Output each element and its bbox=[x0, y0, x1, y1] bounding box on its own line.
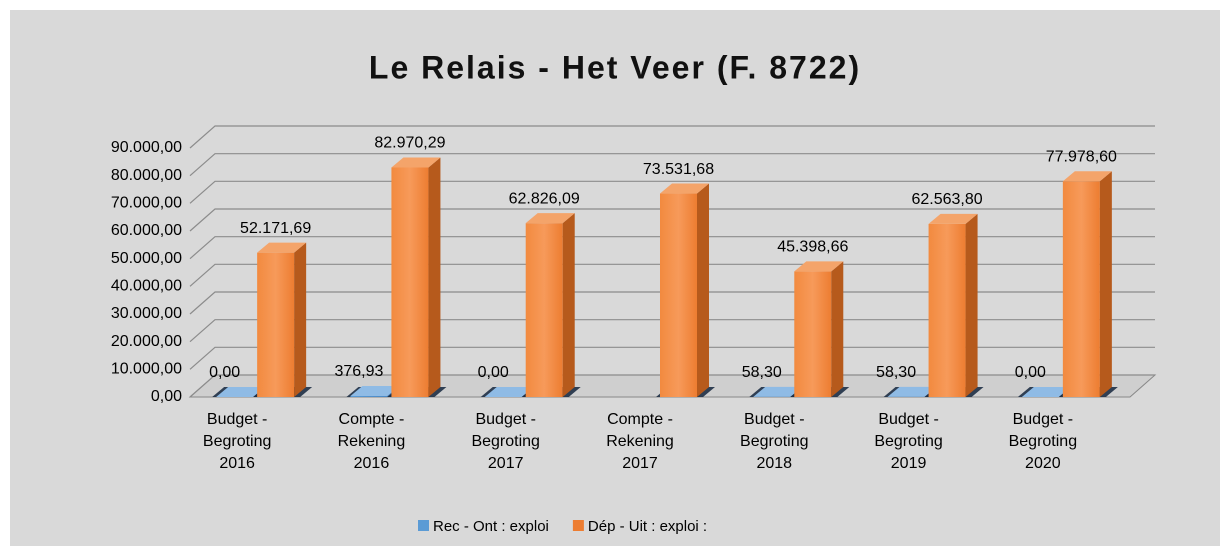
x-tick-label: Budget - bbox=[744, 411, 804, 428]
data-label: 0,00 bbox=[478, 364, 509, 381]
bar bbox=[216, 387, 266, 397]
bar bbox=[391, 157, 441, 397]
x-tick-label: Begroting bbox=[1009, 433, 1078, 450]
bar bbox=[1021, 387, 1071, 397]
x-tick-label: 2020 bbox=[1025, 455, 1061, 472]
data-label: 52.171,69 bbox=[240, 220, 311, 237]
data-label: 77.978,60 bbox=[1046, 148, 1117, 165]
y-tick-label: 0,00 bbox=[151, 388, 182, 405]
x-tick-label: Begroting bbox=[874, 433, 943, 450]
x-tick-label: Compte - bbox=[607, 411, 673, 428]
bar bbox=[1062, 171, 1112, 397]
x-tick-label: 2017 bbox=[622, 455, 658, 472]
grid-line bbox=[189, 208, 1155, 232]
y-tick-label: 70.000,00 bbox=[111, 195, 182, 212]
legend-swatch bbox=[572, 520, 584, 531]
y-tick-label: 10.000,00 bbox=[111, 361, 182, 378]
data-label: 73.531,68 bbox=[643, 161, 714, 178]
legend-label: Rec - Ont : exploi bbox=[433, 518, 549, 535]
x-tick-label: Rekening bbox=[338, 433, 406, 450]
x-tick-label: Begroting bbox=[203, 433, 272, 450]
grid-line bbox=[189, 125, 1155, 149]
y-tick-label: 60.000,00 bbox=[111, 222, 182, 239]
bar bbox=[257, 242, 307, 397]
grid-line bbox=[189, 236, 1155, 260]
x-tick-label: Begroting bbox=[471, 433, 540, 450]
bar bbox=[794, 261, 844, 397]
y-tick-label: 80.000,00 bbox=[111, 167, 182, 184]
x-tick-label: Budget - bbox=[475, 411, 535, 428]
x-tick-label: Budget - bbox=[1013, 411, 1073, 428]
x-tick-label: Budget - bbox=[207, 411, 267, 428]
y-tick-label: 20.000,00 bbox=[111, 333, 182, 350]
legend-label: Dép - Uit : exploi : bbox=[588, 518, 707, 535]
legend-swatch bbox=[418, 520, 429, 531]
data-label: 62.826,09 bbox=[509, 190, 580, 207]
bar bbox=[525, 213, 575, 397]
data-label: 82.970,29 bbox=[374, 135, 445, 152]
x-tick-label: Budget - bbox=[878, 411, 938, 428]
y-tick-label: 90.000,00 bbox=[111, 139, 182, 156]
y-tick-label: 30.000,00 bbox=[111, 305, 182, 322]
chart-title: Le Relais - Het Veer (F. 8722) bbox=[369, 49, 861, 85]
y-tick-label: 40.000,00 bbox=[111, 278, 182, 295]
x-tick-label: Rekening bbox=[606, 433, 674, 450]
data-label: 376,93 bbox=[334, 363, 383, 380]
data-label: 0,00 bbox=[1015, 364, 1046, 381]
data-label: 58,30 bbox=[876, 364, 916, 381]
x-tick-label: Begroting bbox=[740, 433, 809, 450]
grid-line bbox=[189, 153, 1155, 177]
bar bbox=[484, 387, 534, 397]
data-label: 58,30 bbox=[742, 364, 782, 381]
bar bbox=[928, 213, 978, 397]
x-tick-label: 2016 bbox=[354, 455, 390, 472]
chart-area bbox=[10, 10, 1220, 546]
grid-line bbox=[189, 180, 1155, 204]
x-tick-label: 2019 bbox=[891, 455, 927, 472]
x-tick-label: 2018 bbox=[756, 455, 792, 472]
x-tick-label: Compte - bbox=[339, 411, 405, 428]
x-tick-label: 2017 bbox=[488, 455, 524, 472]
y-tick-label: 50.000,00 bbox=[111, 250, 182, 267]
bar bbox=[660, 183, 709, 397]
data-label: 45.398,66 bbox=[777, 239, 848, 256]
data-label: 0,00 bbox=[209, 364, 240, 381]
data-label: 62.563,80 bbox=[911, 191, 982, 208]
x-tick-label: 2016 bbox=[219, 455, 255, 472]
